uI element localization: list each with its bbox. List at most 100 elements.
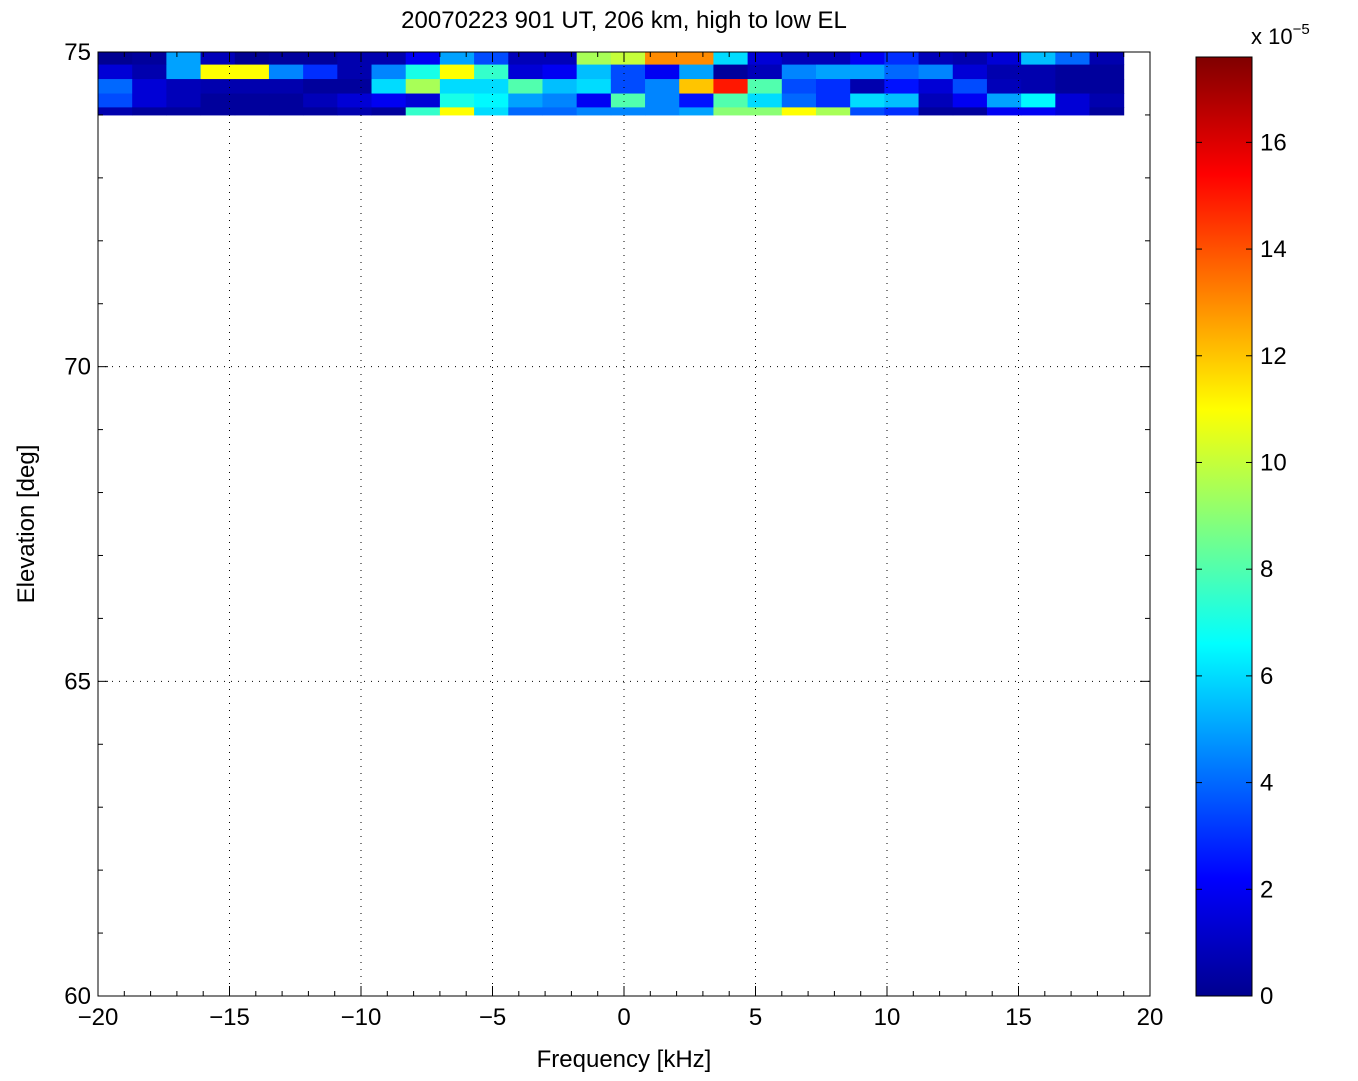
heatmap-cell: [439, 52, 475, 66]
heatmap-cell: [474, 107, 509, 116]
heatmap-cell: [1055, 93, 1091, 108]
heatmap-cell: [405, 79, 441, 95]
colorbar-tick-label: 0: [1260, 983, 1273, 1010]
heatmap-cell: [713, 64, 749, 80]
colorbar-tick-label: 8: [1260, 556, 1273, 583]
heatmap-cell: [918, 52, 954, 66]
heatmap-cell: [781, 64, 817, 80]
heatmap-cell: [542, 64, 578, 80]
heatmap-cell: [1055, 79, 1091, 95]
y-tick-label: 70: [64, 354, 91, 381]
heatmap-cell: [508, 64, 543, 80]
x-tick-label: −5: [479, 1004, 506, 1031]
heatmap-cell: [679, 93, 714, 108]
plot-background: [98, 52, 1150, 996]
colorbar-tick-label: 16: [1260, 129, 1287, 156]
heatmap-cell: [508, 79, 543, 95]
heatmap-cell: [200, 64, 236, 80]
heatmap-cell: [747, 79, 783, 95]
heatmap-cell: [986, 64, 1022, 80]
chart-title: 20070223 901 UT, 206 km, high to low EL: [401, 7, 847, 34]
heatmap-cell: [337, 52, 373, 66]
colorbar-exponent-base: x 10: [1251, 24, 1293, 49]
heatmap-cell: [234, 79, 270, 95]
heatmap-cell: [405, 93, 441, 108]
heatmap-cell: [986, 52, 1022, 66]
heatmap-cell: [747, 52, 783, 66]
y-tick-label: 65: [64, 668, 91, 695]
heatmap-cell: [268, 52, 304, 66]
heatmap-cell: [1021, 79, 1056, 95]
heatmap-cell: [918, 107, 954, 116]
heatmap-cell: [234, 107, 270, 116]
heatmap-cell: [439, 107, 475, 116]
x-axis-label: Frequency [kHz]: [537, 1046, 712, 1073]
heatmap-cell: [884, 107, 920, 116]
heatmap-cell: [884, 93, 920, 108]
colorbar-gradient: [1196, 57, 1252, 996]
x-tick-label: 15: [1005, 1004, 1032, 1031]
heatmap-cell: [850, 93, 885, 108]
heatmap-cell: [98, 93, 133, 108]
heatmap-cell: [918, 93, 954, 108]
colorbar-tick-label: 4: [1260, 770, 1273, 797]
heatmap-cell: [1089, 52, 1125, 66]
heatmap-cell: [98, 64, 133, 80]
x-tick-label: −15: [209, 1004, 250, 1031]
heatmap-cell: [952, 79, 988, 95]
heatmap-cell: [610, 93, 646, 108]
heatmap-cell: [1089, 79, 1125, 95]
heatmap-cell: [576, 64, 612, 80]
heatmap-cell: [132, 52, 167, 66]
heatmap-cell: [679, 107, 714, 116]
heatmap-cell: [303, 79, 338, 95]
heatmap-cell: [474, 93, 509, 108]
heatmap-cell: [679, 64, 714, 80]
heatmap-cell: [781, 107, 817, 116]
heatmap-cell: [1021, 93, 1056, 108]
heatmap-cell: [268, 64, 304, 80]
heatmap-cell: [337, 93, 373, 108]
heatmap-cell: [986, 79, 1022, 95]
heatmap-cell: [508, 52, 543, 66]
colorbar-exponent-power: −5: [1293, 21, 1310, 38]
heatmap-cell: [337, 79, 373, 95]
colorbar: 0 2 4 6 8 10 12 14 16 x 10−5: [1195, 21, 1310, 1010]
heatmap-cell: [1021, 52, 1056, 66]
heatmap-cell: [884, 79, 920, 95]
heatmap-cell: [371, 52, 407, 66]
heatmap-cell: [713, 107, 749, 116]
heatmap-cell: [439, 93, 475, 108]
heatmap-cell: [815, 64, 851, 80]
heatmap-cells: [98, 52, 1125, 116]
heatmap-cell: [576, 52, 612, 66]
heatmap-cell: [645, 107, 680, 116]
colorbar-exponent-label: x 10−5: [1251, 21, 1310, 49]
heatmap-cell: [234, 64, 270, 80]
y-axis-ticks: 60 65 70 75: [64, 39, 1150, 1010]
heatmap-cell: [850, 52, 885, 66]
plot-area: −20 −15 −10 −5 0 5 10 15 20 60 65 70 75: [64, 39, 1163, 1031]
heatmap-cell: [747, 64, 783, 80]
heatmap-cell: [1089, 107, 1125, 116]
heatmap-cell: [815, 52, 851, 66]
heatmap-cell: [508, 107, 543, 116]
heatmap-cell: [542, 107, 578, 116]
colorbar-tick-label: 10: [1260, 449, 1287, 476]
heatmap-cell: [166, 79, 202, 95]
heatmap-cell: [371, 64, 407, 80]
heatmap-cell: [1055, 52, 1091, 66]
heatmap-cell: [918, 64, 954, 80]
heatmap-cell: [268, 93, 304, 108]
x-tick-label: 10: [874, 1004, 901, 1031]
heatmap-cell: [405, 64, 441, 80]
heatmap-cell: [371, 79, 407, 95]
colorbar-ticks: 0 2 4 6 8 10 12 14 16: [1196, 129, 1287, 1010]
heatmap-cell: [132, 107, 167, 116]
heatmap-cell: [1055, 107, 1091, 116]
heatmap-cell: [268, 107, 304, 116]
heatmap-cell: [166, 93, 202, 108]
heatmap-cell: [508, 93, 543, 108]
heatmap-cell: [610, 79, 646, 95]
